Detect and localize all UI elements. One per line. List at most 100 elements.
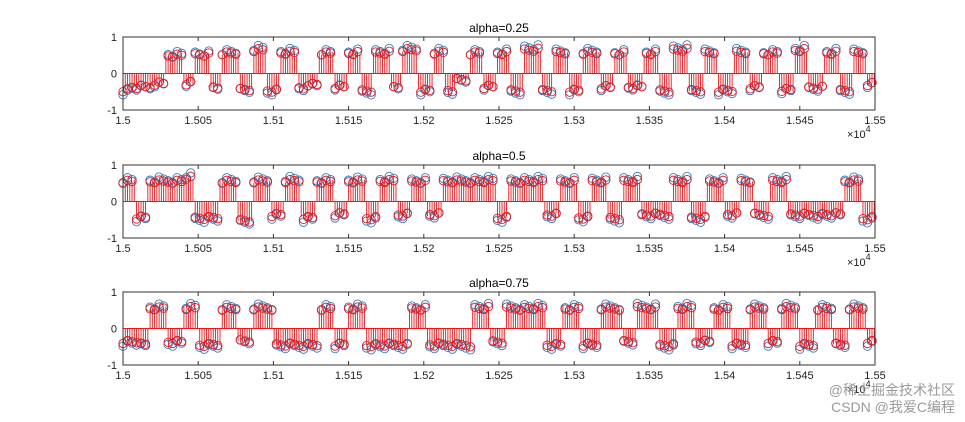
x-tick-label: 1.515 <box>335 115 363 127</box>
marker-filtered <box>443 86 453 96</box>
marker-filtered <box>195 340 205 350</box>
marker-filtered <box>677 177 688 188</box>
marker-filtered <box>537 176 548 186</box>
marker-filtered <box>795 46 805 57</box>
marker-filtered <box>506 303 516 313</box>
marker-filtered <box>519 302 530 312</box>
marker-filtered <box>722 303 733 314</box>
marker-filtered <box>844 305 855 315</box>
marker-filtered <box>524 45 534 55</box>
marker-original <box>483 298 494 309</box>
marker-filtered <box>641 210 652 220</box>
marker-filtered <box>605 212 615 223</box>
marker-original <box>569 173 579 183</box>
marker-filtered <box>416 305 426 315</box>
marker-filtered <box>456 176 467 186</box>
marker-filtered <box>343 177 354 187</box>
marker-filtered <box>240 84 250 95</box>
marker-filtered <box>443 177 453 187</box>
marker-filtered <box>285 174 295 185</box>
marker-original <box>537 173 548 184</box>
marker-filtered <box>285 46 295 56</box>
marker-filtered <box>754 209 764 219</box>
marker-filtered <box>709 304 719 314</box>
marker-original <box>384 43 394 54</box>
marker-filtered <box>583 338 593 348</box>
marker-filtered <box>808 83 818 93</box>
marker-filtered <box>673 303 683 314</box>
marker-filtered <box>262 86 273 96</box>
x-tick-label: 1.525 <box>485 370 513 382</box>
x-tick-label: 1.535 <box>636 243 664 255</box>
marker-filtered <box>334 208 345 218</box>
x-tick-label: 1.505 <box>184 243 212 255</box>
marker-filtered <box>384 46 394 56</box>
marker-filtered <box>339 339 349 349</box>
marker-filtered <box>402 338 412 349</box>
marker-filtered <box>650 46 661 57</box>
y-tick-label: 0 <box>111 69 117 81</box>
marker-filtered <box>429 49 439 59</box>
marker-filtered <box>691 337 701 347</box>
marker-original <box>858 216 868 226</box>
marker-filtered <box>777 177 787 188</box>
marker-filtered <box>664 211 674 222</box>
marker-filtered <box>862 338 873 349</box>
marker-filtered <box>731 338 742 348</box>
marker-filtered <box>727 341 737 351</box>
marker-filtered <box>321 47 331 57</box>
marker-filtered <box>849 46 859 57</box>
panel-title: alpha=0.75 <box>469 276 529 290</box>
x-tick-label: 1.54 <box>714 370 735 382</box>
marker-filtered <box>434 46 444 56</box>
marker-filtered <box>745 84 755 94</box>
marker-filtered <box>867 77 877 88</box>
marker-filtered <box>754 303 764 313</box>
marker-filtered <box>461 76 471 86</box>
marker-filtered <box>713 305 724 315</box>
marker-filtered <box>267 87 277 97</box>
marker-filtered <box>244 337 254 347</box>
marker-filtered <box>583 211 593 221</box>
marker-filtered <box>186 301 196 312</box>
marker-filtered <box>668 175 679 185</box>
marker-filtered <box>240 336 250 346</box>
marker-filtered <box>158 303 169 313</box>
marker-filtered <box>425 85 435 95</box>
marker-filtered <box>231 49 241 59</box>
marker-filtered <box>686 84 697 95</box>
marker-filtered <box>804 339 814 350</box>
marker-original <box>190 300 200 311</box>
marker-filtered <box>704 176 715 186</box>
marker-original <box>632 171 643 182</box>
x-tick-label: 1.545 <box>786 243 814 255</box>
marker-original <box>686 300 697 311</box>
marker-filtered <box>587 47 597 57</box>
marker-filtered <box>515 87 525 97</box>
marker-filtered <box>673 176 683 187</box>
marker-filtered <box>222 175 232 185</box>
marker-filtered <box>668 339 679 349</box>
marker-filtered <box>249 46 259 57</box>
marker-filtered <box>411 46 421 56</box>
marker-filtered <box>659 86 670 96</box>
marker-filtered <box>556 176 566 186</box>
marker-filtered <box>240 216 250 226</box>
marker-filtered <box>398 341 408 352</box>
y-tick-label: 1 <box>111 160 117 172</box>
marker-filtered <box>149 305 160 315</box>
marker-filtered <box>434 208 444 218</box>
marker-filtered <box>158 176 169 186</box>
marker-filtered <box>393 210 403 220</box>
marker-original <box>682 171 692 182</box>
marker-filtered <box>398 46 408 57</box>
marker-original <box>195 342 205 353</box>
marker-filtered <box>731 46 742 56</box>
marker-filtered <box>718 175 728 185</box>
marker-filtered <box>551 46 561 57</box>
marker-filtered <box>289 339 300 349</box>
marker-filtered <box>456 75 467 85</box>
marker-filtered <box>700 46 710 57</box>
marker-filtered <box>510 177 521 187</box>
